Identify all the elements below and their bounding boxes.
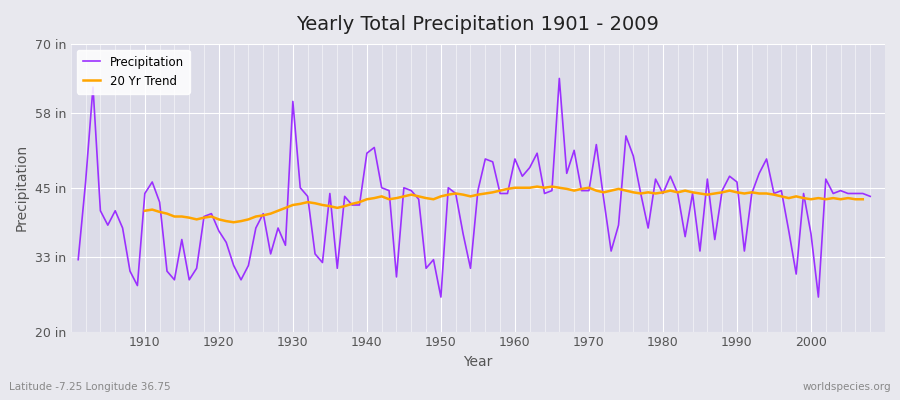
- 20 Yr Trend: [199, 215, 210, 220]
- Precipitation: [783, 228, 794, 233]
- Precipitation: [436, 295, 446, 300]
- 20 Yr Trend: [554, 185, 564, 190]
- Text: Latitude -7.25 Longitude 36.75: Latitude -7.25 Longitude 36.75: [9, 382, 171, 392]
- Precipitation: [73, 257, 84, 262]
- Y-axis label: Precipitation: Precipitation: [15, 144, 29, 231]
- Precipitation: [716, 188, 727, 193]
- Precipitation: [769, 191, 779, 196]
- 20 Yr Trend: [858, 197, 868, 202]
- Title: Yearly Total Precipitation 1901 - 2009: Yearly Total Precipitation 1901 - 2009: [296, 15, 660, 34]
- Legend: Precipitation, 20 Yr Trend: Precipitation, 20 Yr Trend: [76, 50, 190, 94]
- Text: worldspecies.org: worldspecies.org: [803, 382, 891, 392]
- 20 Yr Trend: [140, 208, 150, 213]
- Line: 20 Yr Trend: 20 Yr Trend: [145, 186, 863, 222]
- 20 Yr Trend: [229, 220, 239, 225]
- Line: Precipitation: Precipitation: [78, 78, 870, 297]
- 20 Yr Trend: [532, 184, 543, 189]
- Precipitation: [450, 191, 461, 196]
- Precipitation: [154, 200, 165, 204]
- 20 Yr Trend: [184, 215, 194, 220]
- Precipitation: [865, 194, 876, 199]
- X-axis label: Year: Year: [464, 355, 492, 369]
- Precipitation: [199, 214, 210, 219]
- 20 Yr Trend: [487, 190, 498, 195]
- 20 Yr Trend: [606, 188, 616, 193]
- Precipitation: [554, 76, 564, 81]
- 20 Yr Trend: [702, 192, 713, 197]
